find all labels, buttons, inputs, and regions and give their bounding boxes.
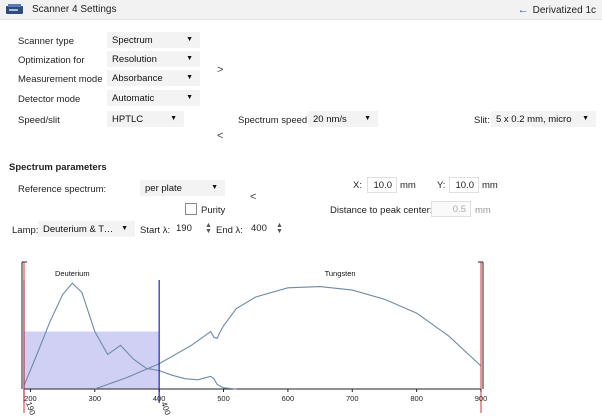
- x-tick-label: 700: [346, 394, 359, 403]
- lamp-select[interactable]: Deuterium & Tun... ▼: [38, 221, 135, 237]
- detector-mode-select[interactable]: Automatic ▼: [107, 90, 200, 106]
- slit-value: 5 x 0.2 mm, micro: [496, 114, 572, 125]
- spectrum-speed-label: Spectrum speed:: [238, 115, 310, 126]
- detector-mode-label: Detector mode: [18, 94, 81, 105]
- distance-input[interactable]: 0.5: [431, 201, 471, 217]
- measurement-mode-value: Absorbance: [112, 73, 163, 84]
- x-unit: mm: [400, 180, 416, 191]
- collapse-chevron-icon[interactable]: <: [217, 130, 224, 142]
- x-tick-label: 300: [89, 394, 102, 403]
- optimization-select[interactable]: Resolution ▼: [107, 51, 200, 67]
- y-label: Y:: [437, 180, 446, 191]
- caret-down-icon: ▼: [211, 184, 218, 191]
- x-input[interactable]: 10.0: [367, 177, 397, 193]
- reference-spectrum-label: Reference spectrum:: [18, 184, 107, 195]
- optimization-label: Optimization for: [18, 55, 85, 66]
- measurement-mode-label: Measurement mode: [18, 74, 103, 85]
- lamp-spectrum-chart[interactable]: Deuterium Tungsten 200 300 400 500 600 700 800 90…: [0, 252, 602, 420]
- caret-down-icon: ▼: [364, 115, 371, 122]
- lamp-label: Lamp:: [12, 225, 39, 236]
- x-tick-label: 600: [282, 394, 295, 403]
- arrow-left-icon: ←: [517, 4, 529, 16]
- scanner-type-select[interactable]: Spectrum ▼: [107, 32, 200, 48]
- caret-down-icon: ▼: [121, 225, 128, 232]
- x-label: X:: [353, 180, 362, 191]
- scanner-type-value: Spectrum: [112, 35, 153, 46]
- window-title: Scanner 4 Settings: [32, 4, 117, 15]
- x-tick-label: 400: [153, 394, 166, 403]
- start-lambda-spinner-icon[interactable]: ▲ ▼: [205, 222, 212, 235]
- caret-down-icon: ▼: [186, 36, 193, 43]
- series-label-tungsten: Tungsten: [325, 269, 356, 278]
- start-lambda-label: Start λ:: [140, 225, 171, 236]
- x-tick-label: 900: [475, 394, 488, 403]
- speed-slit-select[interactable]: HPTLC ▼: [107, 111, 184, 127]
- speed-slit-value: HPTLC: [112, 114, 144, 125]
- optimization-value: Resolution: [112, 54, 157, 65]
- title-bar: [0, 0, 602, 20]
- reference-spectrum-value: per plate: [145, 183, 182, 194]
- scanner-icon: [6, 4, 23, 14]
- series-label-deuterium: Deuterium: [55, 269, 90, 278]
- x-tick-label: 800: [410, 394, 423, 403]
- caret-down-icon: ▼: [186, 74, 193, 81]
- distance-unit: mm: [475, 205, 491, 216]
- y-input[interactable]: 10.0: [449, 177, 479, 193]
- detector-mode-value: Automatic: [112, 93, 155, 104]
- slit-select[interactable]: 5 x 0.2 mm, micro ▼: [491, 111, 596, 127]
- purity-checkbox[interactable]: [185, 203, 197, 215]
- collapse-spectrum-chevron-icon[interactable]: <: [250, 191, 257, 203]
- x-tick-label: 200: [24, 394, 37, 403]
- caret-down-icon: ▼: [170, 115, 177, 122]
- spectrum-speed-select[interactable]: 20 nm/s ▼: [308, 111, 378, 127]
- expand-chevron-icon[interactable]: >: [217, 64, 224, 76]
- back-button[interactable]: ← Derivatized 1c: [518, 4, 596, 16]
- caret-down-icon: ▼: [186, 94, 193, 101]
- x-tick-label: 500: [217, 394, 230, 403]
- back-label: Derivatized 1c: [532, 5, 596, 16]
- selected-range-area: [24, 331, 160, 389]
- end-lambda-input[interactable]: 400: [247, 221, 277, 237]
- measurement-mode-select[interactable]: Absorbance ▼: [107, 70, 200, 86]
- end-lambda-range-label: 400: [159, 401, 172, 417]
- distance-label: Distance to peak center:: [330, 205, 433, 216]
- caret-down-icon: ▼: [186, 55, 193, 62]
- reference-spectrum-select[interactable]: per plate ▼: [140, 180, 225, 196]
- series-line-tungsten: [94, 286, 482, 390]
- caret-down-icon: ▼: [582, 115, 589, 122]
- start-lambda-range-label: 190: [24, 401, 37, 417]
- end-lambda-label: End λ:: [216, 225, 243, 236]
- lamp-value: Deuterium & Tun...: [43, 224, 123, 235]
- scanner-type-label: Scanner type: [18, 36, 74, 47]
- purity-label: Purity: [201, 205, 226, 216]
- slit-label: Slit:: [474, 115, 490, 126]
- speed-slit-label: Speed/slit: [18, 115, 60, 126]
- end-lambda-spinner-icon[interactable]: ▲ ▼: [276, 222, 283, 235]
- start-lambda-input[interactable]: 190: [172, 221, 206, 237]
- spectrum-section-title: Spectrum parameters: [9, 162, 107, 173]
- series-line-deuterium: [23, 282, 237, 390]
- y-unit: mm: [482, 180, 498, 191]
